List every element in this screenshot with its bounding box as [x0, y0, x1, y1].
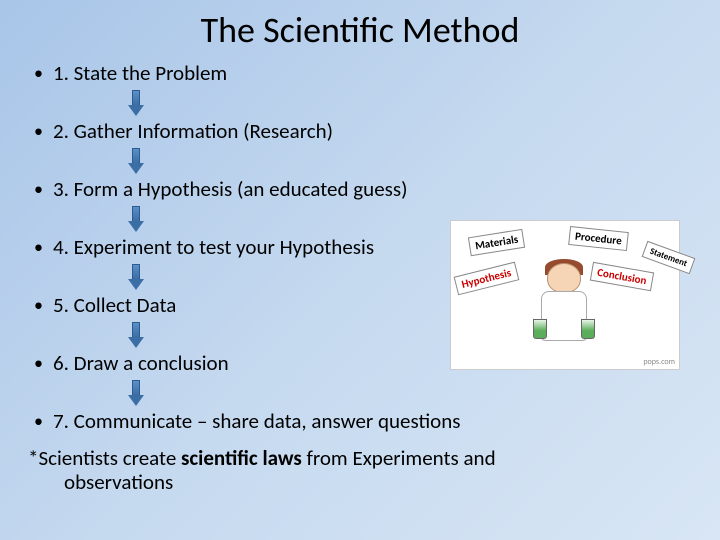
step-text: 5. Collect Data: [53, 292, 176, 318]
list-item: • 2. Gather Information (Research): [28, 118, 700, 144]
footnote-suffix: from Experiments and: [306, 445, 495, 471]
scientist-icon: [529, 259, 599, 359]
step-text: 6. Draw a conclusion: [53, 350, 229, 376]
beaker-icon: [581, 319, 595, 339]
beaker-icon: [533, 319, 547, 339]
footnote-bold: scientific laws: [181, 445, 306, 471]
step-text: 1. State the Problem: [53, 60, 227, 86]
card-conclusion: Conclusion: [590, 262, 654, 291]
slide-title: The Scientific Method: [0, 0, 720, 60]
scientist-clipart: Materials Procedure Hypothesis Conclusio…: [450, 220, 680, 370]
step-text: 2. Gather Information (Research): [53, 118, 333, 144]
bullet-icon: •: [34, 292, 43, 318]
clipart-attribution: pops.com: [643, 357, 675, 367]
down-arrow-icon: [28, 378, 700, 408]
list-item: • 1. State the Problem: [28, 60, 700, 86]
bullet-icon: •: [34, 408, 43, 434]
list-item: • 3. Form a Hypothesis (an educated gues…: [28, 176, 700, 202]
card-procedure: Procedure: [568, 226, 628, 251]
bullet-icon: •: [34, 176, 43, 202]
down-arrow-icon: [28, 146, 700, 176]
bullet-icon: •: [34, 350, 43, 376]
bullet-icon: •: [34, 60, 43, 86]
list-item: • 7. Communicate – share data, answer qu…: [28, 408, 700, 434]
step-text: 3. Form a Hypothesis (an educated guess): [53, 176, 407, 202]
card-materials: Materials: [468, 229, 526, 256]
card-hypothesis: Hypothesis: [454, 262, 519, 296]
bullet-icon: •: [34, 234, 43, 260]
step-text: 4. Experiment to test your Hypothesis: [53, 234, 374, 260]
step-text: 7. Communicate – share data, answer ques…: [53, 408, 461, 434]
bullet-icon: •: [34, 118, 43, 144]
footnote-text: *Scientists create scientific laws from …: [0, 446, 720, 494]
footnote-prefix: *Scientists create: [28, 445, 181, 471]
down-arrow-icon: [28, 88, 700, 118]
footnote-suffix-line2: observations: [28, 470, 700, 494]
